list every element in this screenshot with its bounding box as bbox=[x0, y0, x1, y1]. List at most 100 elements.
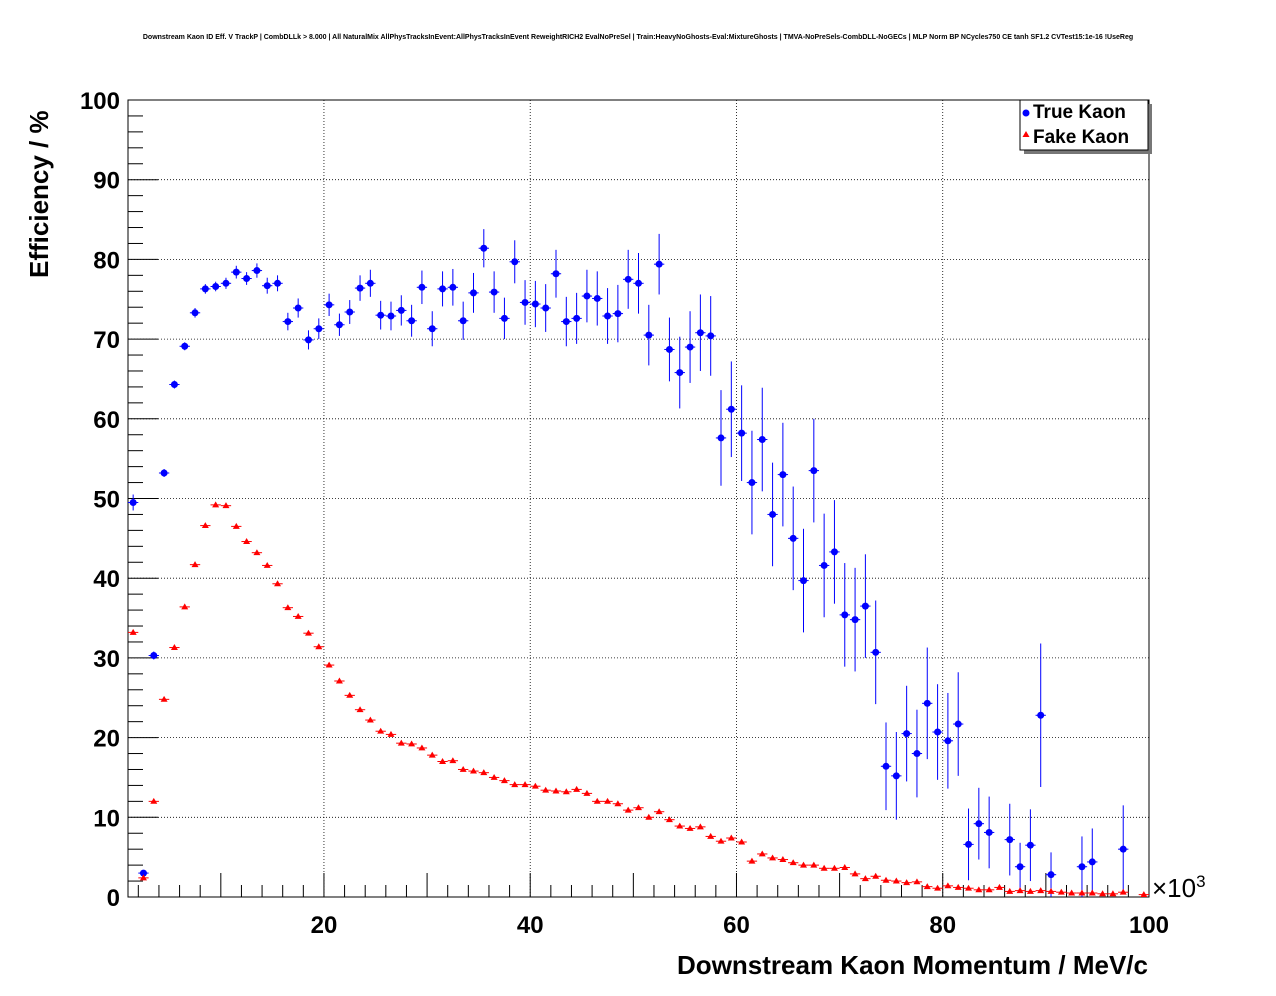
data-point bbox=[624, 275, 632, 283]
data-point bbox=[304, 629, 312, 636]
data-point bbox=[335, 677, 343, 684]
data-point bbox=[1037, 711, 1045, 719]
data-point bbox=[253, 267, 261, 275]
data-point bbox=[934, 884, 942, 891]
data-point bbox=[882, 762, 890, 770]
data-point bbox=[1088, 858, 1096, 866]
data-point bbox=[1047, 871, 1055, 879]
data-point bbox=[469, 767, 477, 774]
axes: 20 40 60 80 100 0 10 20 30 40 50 60 70 80 90 100 bbox=[80, 88, 1169, 939]
data-point bbox=[583, 292, 591, 300]
data-point bbox=[1119, 888, 1127, 895]
data-point bbox=[449, 283, 457, 291]
data-point bbox=[212, 282, 220, 290]
data-point bbox=[500, 777, 508, 784]
data-point bbox=[861, 602, 869, 610]
data-point bbox=[655, 260, 663, 268]
data-point bbox=[428, 751, 436, 758]
data-point bbox=[243, 275, 251, 283]
data-point bbox=[325, 301, 333, 309]
data-point bbox=[635, 279, 642, 287]
data-point bbox=[428, 325, 436, 333]
data-point bbox=[614, 310, 622, 318]
data-point bbox=[531, 782, 539, 789]
data-point bbox=[882, 876, 890, 883]
data-point bbox=[985, 886, 993, 893]
data-point bbox=[170, 644, 178, 650]
data-point bbox=[490, 288, 498, 296]
data-point bbox=[779, 856, 787, 862]
data-point bbox=[356, 284, 364, 292]
data-point bbox=[1088, 889, 1096, 896]
data-point bbox=[253, 549, 261, 556]
data-point bbox=[201, 285, 209, 293]
data-point bbox=[645, 813, 653, 820]
data-point bbox=[397, 306, 405, 314]
data-point bbox=[923, 699, 931, 707]
series-layer bbox=[128, 229, 1149, 898]
data-point bbox=[397, 739, 405, 746]
data-point bbox=[201, 522, 209, 529]
data-point bbox=[604, 797, 612, 804]
series-true-kaon bbox=[128, 229, 1129, 897]
data-point bbox=[903, 879, 911, 886]
data-point bbox=[779, 471, 787, 479]
data-point bbox=[851, 616, 859, 624]
data-point bbox=[356, 706, 364, 713]
data-point bbox=[181, 342, 189, 350]
data-point bbox=[758, 436, 766, 444]
data-point bbox=[975, 886, 983, 893]
data-point bbox=[480, 769, 488, 776]
series-fake-kaon bbox=[128, 501, 1149, 898]
data-point bbox=[717, 434, 725, 442]
data-point bbox=[738, 429, 746, 437]
data-point bbox=[944, 882, 952, 889]
data-point bbox=[676, 822, 684, 829]
data-point bbox=[944, 737, 952, 745]
data-point bbox=[263, 282, 271, 290]
data-point bbox=[469, 289, 477, 297]
data-point bbox=[1140, 891, 1148, 898]
data-point bbox=[418, 283, 426, 291]
data-point bbox=[769, 510, 777, 518]
data-point bbox=[170, 381, 178, 389]
y-tick-label: 90 bbox=[93, 168, 120, 195]
data-point bbox=[325, 661, 333, 668]
data-point bbox=[459, 317, 467, 325]
data-point bbox=[1078, 889, 1086, 896]
data-point bbox=[552, 270, 560, 278]
data-point bbox=[655, 808, 663, 815]
data-point bbox=[583, 789, 591, 796]
data-point bbox=[263, 561, 271, 568]
data-point bbox=[800, 861, 808, 868]
data-point bbox=[686, 824, 694, 831]
data-point bbox=[1047, 887, 1055, 894]
data-point bbox=[1099, 890, 1107, 897]
chart-title: Downstream Kaon ID Eff. V TrackP | CombD… bbox=[142, 34, 1134, 41]
data-point bbox=[748, 479, 756, 487]
data-point bbox=[614, 800, 622, 807]
data-point bbox=[923, 883, 931, 890]
data-point bbox=[346, 691, 354, 698]
data-point bbox=[562, 788, 570, 795]
data-point bbox=[913, 750, 921, 758]
data-point bbox=[181, 603, 189, 610]
data-point bbox=[284, 604, 292, 611]
data-point bbox=[965, 884, 973, 891]
data-point bbox=[573, 314, 581, 322]
data-point bbox=[872, 872, 880, 879]
data-point bbox=[304, 336, 312, 344]
data-point bbox=[562, 318, 570, 326]
y-tick-label: 30 bbox=[93, 646, 120, 673]
y-tick-label: 80 bbox=[93, 247, 120, 274]
data-point bbox=[243, 538, 251, 544]
data-point bbox=[274, 580, 282, 587]
data-point bbox=[913, 878, 921, 885]
data-point bbox=[150, 797, 158, 804]
data-point bbox=[129, 498, 137, 506]
data-point bbox=[377, 727, 385, 734]
data-point bbox=[758, 850, 766, 857]
data-point bbox=[769, 854, 777, 861]
data-point bbox=[315, 325, 323, 333]
data-point bbox=[954, 883, 962, 890]
